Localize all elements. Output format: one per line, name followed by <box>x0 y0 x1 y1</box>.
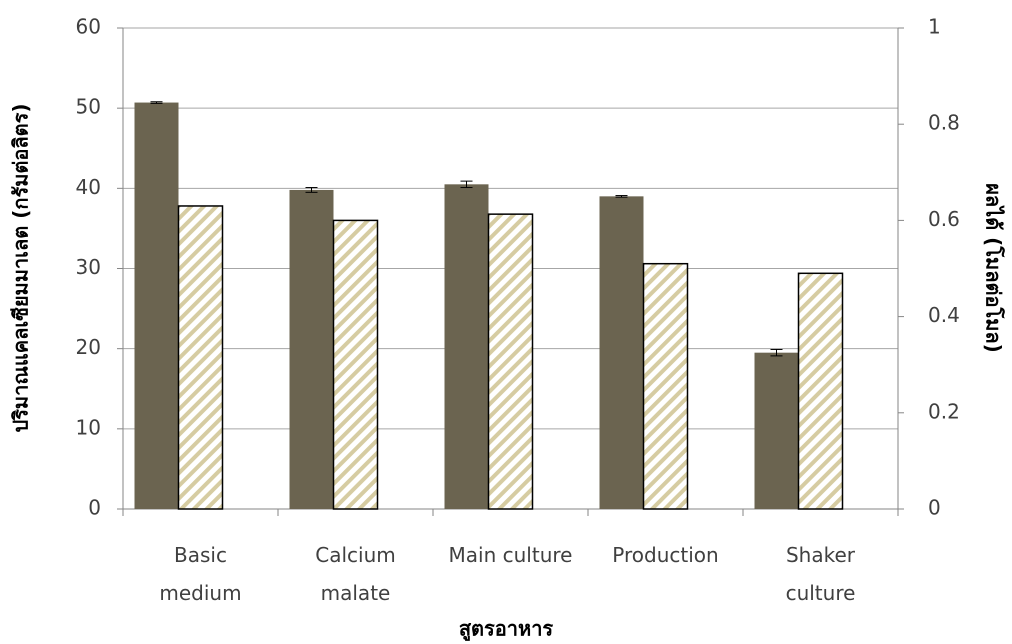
bar <box>177 205 224 510</box>
bar <box>134 102 179 510</box>
bar <box>444 184 489 509</box>
bar <box>754 352 799 509</box>
y-tick-label: 20 <box>76 335 101 359</box>
x-tick-label: Shaker culture <box>785 543 856 605</box>
y2-tick-label: 0.8 <box>928 111 960 135</box>
y-tick-label: 0 <box>88 496 101 520</box>
bar <box>599 196 644 509</box>
y-tick-label: 10 <box>76 415 101 439</box>
y-tick-label: 40 <box>76 175 101 199</box>
x-tick-label: Main culture <box>448 543 573 567</box>
x-tick-label: Basic medium <box>159 543 242 605</box>
y-tick-label: 50 <box>76 95 101 119</box>
bar <box>797 272 844 510</box>
y2-axis-title: ผลได้ (โมลต่อโมล) <box>982 183 1006 353</box>
y2-tick-label: 0.2 <box>928 399 960 423</box>
bar <box>642 262 689 510</box>
y2-tick-label: 0 <box>928 496 941 520</box>
bar <box>332 219 379 510</box>
bar <box>289 189 334 510</box>
y-axis-title: ปริมาณแคลเซียมมาเลต (กรัมต่อลิตร) <box>9 103 33 432</box>
x-axis-title: สูตรอาหาร <box>459 617 554 643</box>
y-tick-label: 30 <box>76 255 101 279</box>
y2-tick-label: 1 <box>928 15 941 39</box>
y2-tick-label: 0.6 <box>928 207 960 231</box>
x-tick-label: Calcium malate <box>315 543 396 605</box>
bar <box>487 213 534 510</box>
y-tick-label: 60 <box>76 15 101 39</box>
x-tick-label: Production <box>612 543 719 567</box>
y2-tick-label: 0.4 <box>928 303 960 327</box>
